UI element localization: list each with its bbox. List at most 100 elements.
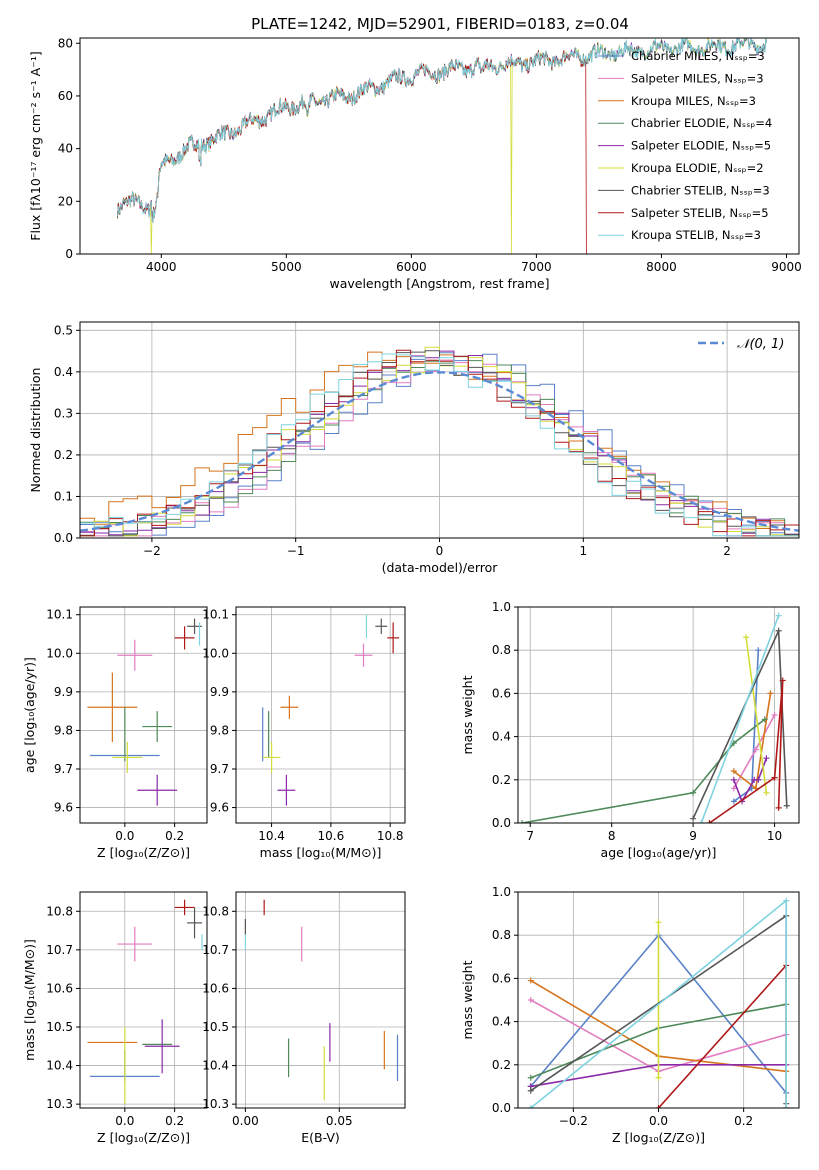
x-tick-label: 0.0 [115, 1114, 134, 1128]
weight-marker [730, 768, 737, 775]
chart-age_vs_mass: 10.4 10.6 10.8 9.6 9.7 9.8 9.9 10.0 10.1 mass [lo… [202, 606, 406, 860]
y-tick-label: 9.6 [210, 801, 229, 815]
x-axis-label: Z [log₁₀(Z/Z⊙)] [97, 845, 190, 860]
legend-label: Chabrier ELODIE, Nₛₛₚ=4 [631, 116, 772, 130]
y-tick-label: 10.4 [202, 1059, 229, 1073]
errorbar-point [174, 626, 195, 650]
weight-marker [755, 647, 762, 654]
y-axis-label: mass weight [460, 675, 475, 754]
weight-marker [730, 785, 737, 792]
errorbar-point [187, 907, 203, 939]
axes-frame [79, 37, 800, 255]
y-tick-label: 9.9 [210, 685, 229, 699]
weight-marker [655, 919, 662, 926]
errorbar-point [280, 695, 299, 719]
x-tick-label: 0.2 [734, 1114, 753, 1128]
plot-area-mass_weight_vs_age [519, 612, 790, 823]
legend-label: Kroupa MILES, Nₛₛₚ=3 [631, 94, 756, 108]
weight-marker [763, 755, 770, 762]
y-tick-label: 0.6 [492, 686, 511, 700]
errorbar-point [87, 672, 138, 742]
x-axis-label: Z [log₁₀(Z/Z⊙)] [612, 1130, 705, 1145]
spectrum-line [117, 48, 590, 223]
y-axis-label: mass weight [460, 960, 475, 1039]
x-tick-label: 10.6 [318, 829, 345, 843]
x-tick-label: 10.8 [377, 829, 404, 843]
errorbar-point [142, 711, 173, 742]
weight-line [657, 963, 787, 1108]
x-tick-label: 5000 [271, 260, 302, 274]
weight-marker [775, 612, 782, 619]
x-axis-label: mass [log₁₀(M/M⊙)] [260, 845, 382, 860]
y-tick-label: 10.3 [202, 1097, 229, 1111]
y-tick-label: 0.1 [54, 489, 73, 503]
weight-line [692, 630, 788, 820]
weight-marker [698, 820, 705, 823]
x-tick-label: 2 [723, 544, 731, 558]
y-tick-label: 9.7 [54, 762, 73, 776]
errorbar-point [144, 1019, 180, 1074]
errorbar-point [354, 643, 373, 667]
x-tick-label: 6000 [396, 260, 427, 274]
weight-line [700, 615, 780, 823]
errorbar-point [375, 618, 388, 634]
x-tick-label: −0.2 [559, 1114, 588, 1128]
x-tick-label: 0 [436, 544, 444, 558]
y-tick-label: 0.6 [492, 971, 511, 985]
figure-title: PLATE=1242, MJD=52901, FIBERID=0183, z=0… [251, 15, 629, 33]
spectrum-line [117, 38, 767, 223]
weight-marker [771, 712, 778, 718]
y-axis-label: Flux [fλ10⁻¹⁷ erg cm⁻² s⁻¹ A⁻¹] [28, 51, 43, 240]
y-tick-label: 10.8 [46, 904, 73, 918]
y-tick-label: 10.7 [202, 943, 229, 957]
weight-marker [775, 804, 782, 811]
plot-area-mass_weight_vs_Z [527, 897, 790, 1108]
y-tick-label: 0.3 [54, 406, 73, 420]
x-axis-label: Z [log₁₀(Z/Z⊙)] [97, 1130, 190, 1145]
plot-area-age_vs_mass [262, 614, 400, 806]
y-axis-label: Normed distribution [28, 368, 43, 493]
weight-marker [527, 997, 534, 1003]
y-tick-label: 40 [58, 142, 73, 156]
y-tick-label: 0.2 [492, 773, 511, 787]
y-tick-label: 10.6 [202, 981, 229, 995]
x-tick-label: 7 [526, 829, 534, 843]
x-tick-label: 4000 [146, 260, 177, 274]
weight-marker [730, 798, 737, 805]
y-tick-label: 20 [58, 194, 73, 208]
chart-mass_vs_ebv: 0.00 0.05 10.3 10.4 10.5 10.6 10.7 10.8 E(B-V) [202, 891, 406, 1145]
axes-frame [79, 891, 208, 1109]
spectrum-line [117, 48, 590, 222]
weight-marker [655, 1074, 662, 1081]
y-tick-label: 0.4 [492, 730, 511, 744]
legend-label: Chabrier MILES, Nₛₛₚ=3 [631, 49, 765, 63]
x-tick-label: 0.2 [165, 829, 184, 843]
y-tick-label: 10.5 [202, 1020, 229, 1034]
weight-marker [761, 716, 768, 723]
x-tick-label: 8 [608, 829, 616, 843]
x-tick-label: 10 [767, 829, 782, 843]
y-tick-label: 10.3 [46, 1097, 73, 1111]
legend-label: Kroupa STELIB, Nₛₛₚ=3 [631, 228, 761, 242]
errorbar-point [262, 742, 281, 773]
y-axis-label: age [log₁₀(age/yr)] [22, 657, 37, 773]
y-tick-label: 9.7 [210, 762, 229, 776]
weight-marker [730, 776, 737, 783]
weight-line [521, 718, 766, 823]
errorbar-point [387, 622, 400, 654]
weight-marker [690, 789, 697, 796]
legend-label: 𝒩(0, 1) [737, 337, 784, 352]
y-tick-label: 0.2 [54, 448, 73, 462]
legend-label: Salpeter MILES, Nₛₛₚ=3 [631, 71, 764, 85]
y-tick-label: 10.8 [202, 904, 229, 918]
weight-marker [527, 1105, 534, 1108]
weight-marker [783, 897, 790, 904]
chart-mass_weight_vs_age: 7 8 9 10 0.0 0.2 0.4 0.6 0.8 1.0 age [log₁₀(age/yr… [460, 600, 800, 860]
y-tick-label: 10.0 [46, 646, 73, 660]
y-tick-label: 80 [58, 36, 73, 50]
y-tick-label: 0.5 [54, 323, 73, 337]
histogram-step [80, 353, 799, 537]
y-tick-label: 9.9 [54, 685, 73, 699]
y-tick-label: 0.0 [54, 531, 73, 545]
